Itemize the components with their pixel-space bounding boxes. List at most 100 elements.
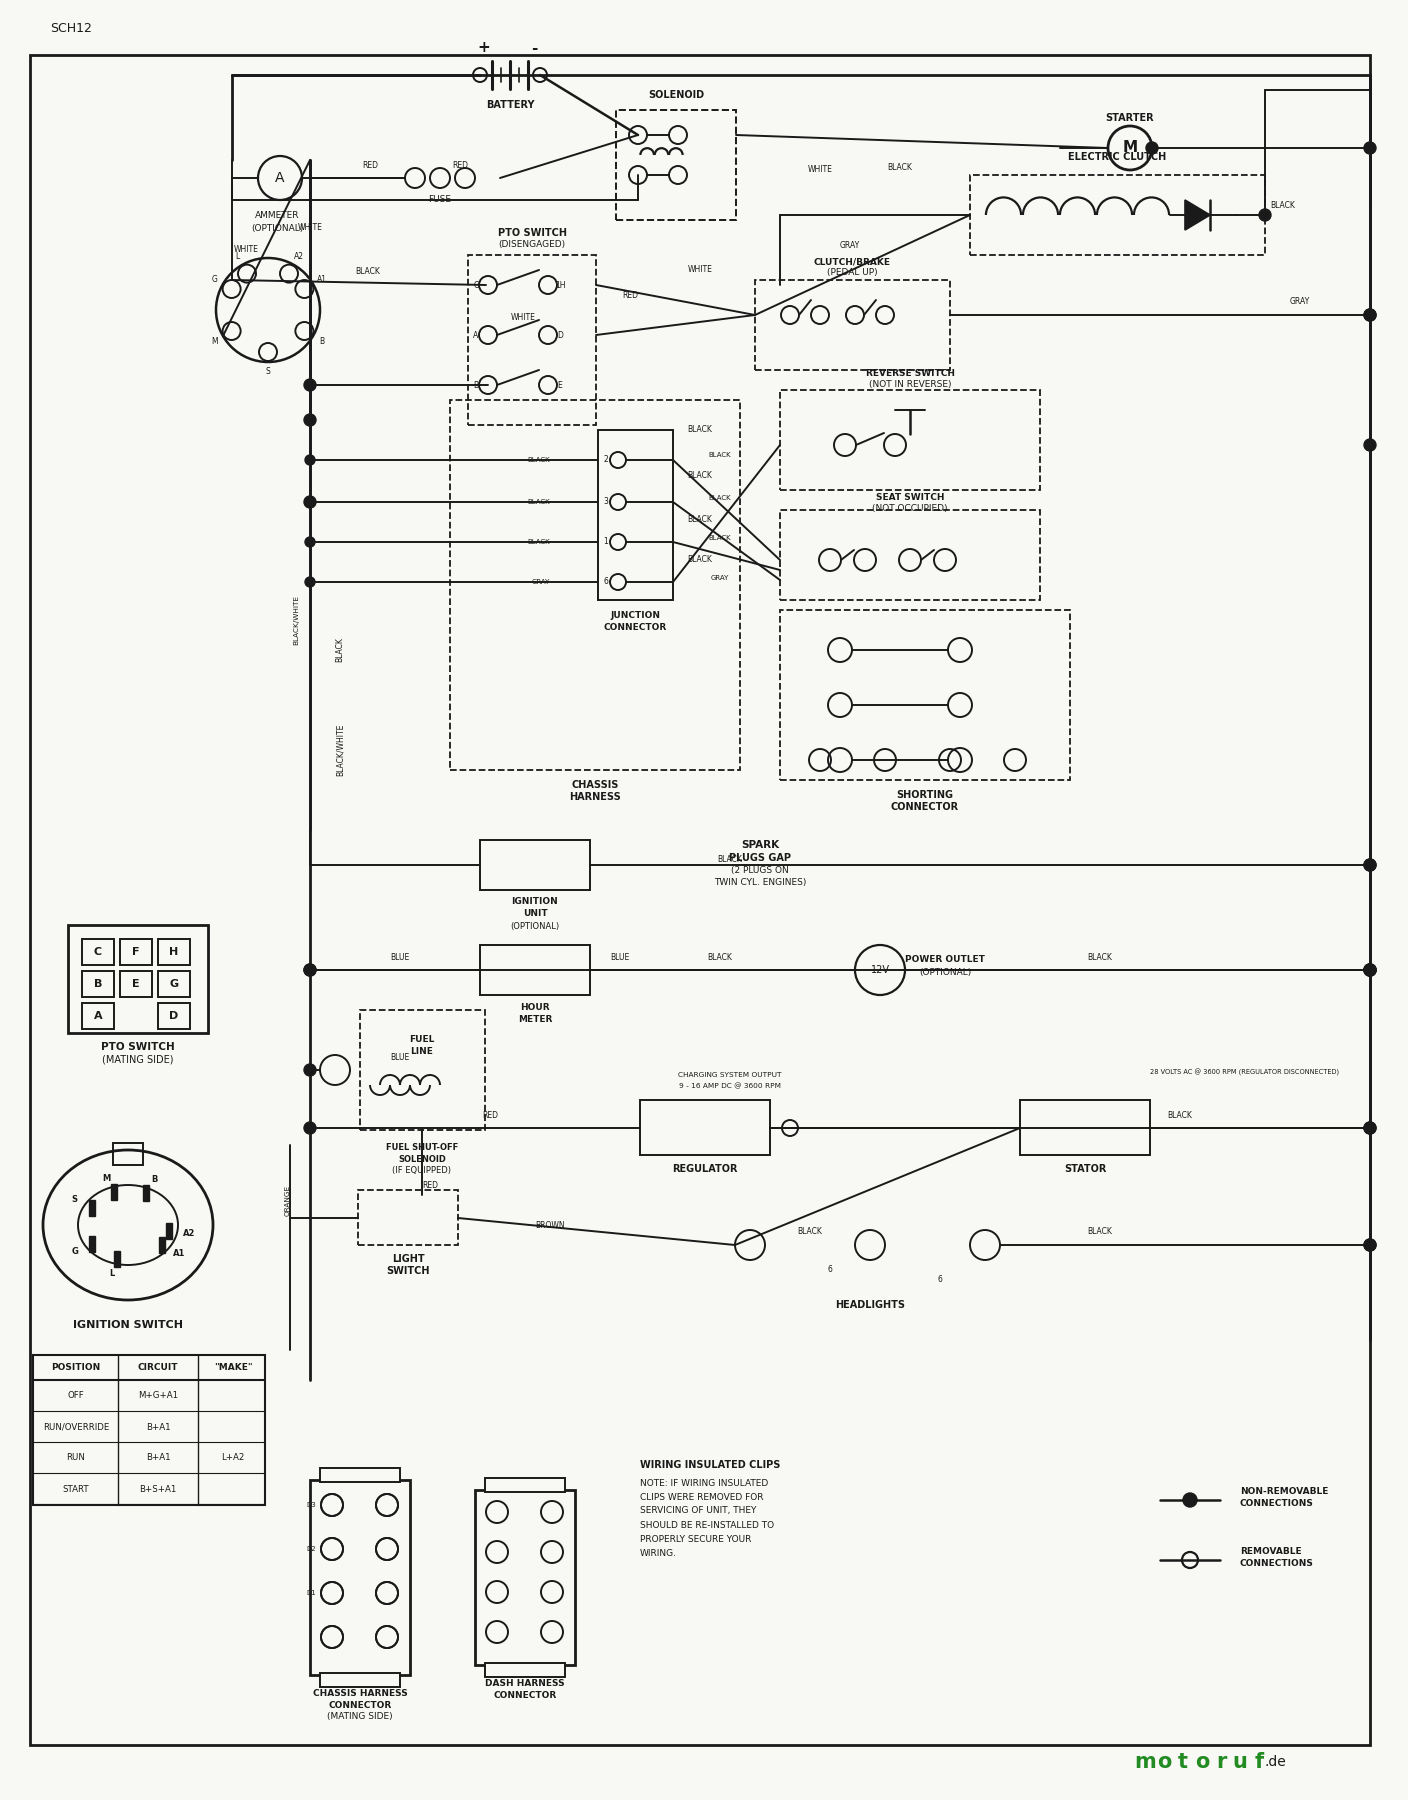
Bar — [467, 256, 596, 425]
Text: BLACK: BLACK — [708, 495, 731, 500]
Text: GRAY: GRAY — [1290, 297, 1309, 306]
Text: D3: D3 — [307, 1501, 315, 1508]
Text: UNIT: UNIT — [522, 909, 548, 918]
Text: A: A — [473, 331, 479, 340]
Text: REMOVABLE: REMOVABLE — [1240, 1548, 1301, 1557]
Text: FUSE: FUSE — [428, 196, 452, 205]
Text: M+G+A1: M+G+A1 — [138, 1391, 177, 1400]
Text: BLACK: BLACK — [708, 452, 731, 457]
Text: D: D — [169, 1012, 179, 1021]
Text: FUEL SHUT-OFF: FUEL SHUT-OFF — [386, 1143, 458, 1152]
Text: POSITION: POSITION — [51, 1364, 100, 1372]
Text: r: r — [1217, 1751, 1226, 1771]
Circle shape — [304, 414, 315, 427]
Text: NOTE: IF WIRING INSULATED: NOTE: IF WIRING INSULATED — [641, 1478, 769, 1487]
Text: BLACK/WHITE: BLACK/WHITE — [335, 724, 345, 776]
Text: IGNITION SWITCH: IGNITION SWITCH — [73, 1319, 183, 1330]
Circle shape — [1364, 859, 1376, 871]
Circle shape — [304, 1064, 315, 1076]
Text: L: L — [235, 252, 239, 261]
Text: CONNECTOR: CONNECTOR — [604, 623, 666, 632]
Text: CONNECTOR: CONNECTOR — [493, 1690, 556, 1699]
Text: DASH HARNESS: DASH HARNESS — [486, 1678, 565, 1688]
Text: ORANGE: ORANGE — [284, 1184, 291, 1215]
Text: WHITE: WHITE — [808, 166, 832, 175]
Text: RUN: RUN — [66, 1454, 86, 1462]
Bar — [82, 970, 114, 997]
Text: SWITCH: SWITCH — [386, 1265, 429, 1276]
Text: METER: METER — [518, 1015, 552, 1024]
Circle shape — [306, 578, 315, 587]
Text: (OPTIONAL): (OPTIONAL) — [251, 223, 303, 232]
Circle shape — [1146, 142, 1157, 155]
Text: POWER OUTLET: POWER OUTLET — [905, 956, 986, 965]
Text: STARTER: STARTER — [1105, 113, 1155, 122]
Text: CONNECTOR: CONNECTOR — [891, 803, 959, 812]
Circle shape — [306, 497, 315, 508]
Text: BLACK: BLACK — [687, 470, 712, 479]
Text: CLIPS WERE REMOVED FOR: CLIPS WERE REMOVED FOR — [641, 1492, 763, 1501]
Circle shape — [1364, 965, 1376, 976]
Text: WHITE: WHITE — [511, 313, 535, 322]
Polygon shape — [1186, 200, 1209, 230]
Text: M: M — [103, 1174, 111, 1183]
Bar — [360, 1010, 484, 1130]
Bar — [111, 1184, 117, 1201]
Text: CHARGING SYSTEM OUTPUT: CHARGING SYSTEM OUTPUT — [679, 1073, 781, 1078]
Circle shape — [1259, 209, 1271, 221]
Text: RED: RED — [482, 1111, 498, 1120]
Bar — [780, 391, 1041, 490]
Bar — [158, 1003, 190, 1030]
Bar — [480, 841, 590, 889]
Text: B: B — [151, 1175, 158, 1184]
Text: M: M — [1122, 140, 1138, 155]
Text: WHITE: WHITE — [687, 265, 712, 274]
Text: 6: 6 — [828, 1265, 832, 1274]
Text: BLACK: BLACK — [356, 268, 380, 277]
Ellipse shape — [77, 1184, 177, 1265]
Text: 6: 6 — [938, 1276, 942, 1285]
Text: A1: A1 — [173, 1249, 184, 1258]
Circle shape — [306, 536, 315, 547]
Text: (MATING SIDE): (MATING SIDE) — [103, 1055, 173, 1064]
Text: D2: D2 — [307, 1546, 315, 1552]
Text: C: C — [473, 281, 479, 290]
Text: CLUTCH/BRAKE: CLUTCH/BRAKE — [814, 257, 890, 266]
Text: RUN/OVERRIDE: RUN/OVERRIDE — [42, 1422, 110, 1431]
Bar — [113, 1143, 144, 1165]
Bar — [484, 1478, 565, 1492]
Text: PTO SWITCH: PTO SWITCH — [101, 1042, 175, 1051]
Bar — [82, 1003, 114, 1030]
Circle shape — [1364, 1238, 1376, 1251]
Text: LINE: LINE — [411, 1048, 434, 1057]
Text: B+A1: B+A1 — [145, 1422, 170, 1431]
Text: (OPTIONAL): (OPTIONAL) — [511, 922, 559, 932]
Text: PTO SWITCH: PTO SWITCH — [497, 229, 566, 238]
Bar — [320, 1469, 400, 1481]
Bar — [484, 1663, 565, 1678]
Text: S: S — [72, 1195, 77, 1204]
Text: D: D — [558, 331, 563, 340]
Text: 3: 3 — [604, 497, 608, 506]
Text: -: - — [531, 40, 538, 56]
Text: NON-REMOVABLE: NON-REMOVABLE — [1240, 1487, 1328, 1496]
Text: HEADLIGHTS: HEADLIGHTS — [835, 1300, 905, 1310]
Text: SHOULD BE RE-INSTALLED TO: SHOULD BE RE-INSTALLED TO — [641, 1521, 774, 1530]
Text: B+A1: B+A1 — [145, 1454, 170, 1462]
Text: B: B — [94, 979, 103, 988]
Text: BROWN: BROWN — [535, 1220, 565, 1229]
Text: (2 PLUGS ON: (2 PLUGS ON — [731, 866, 788, 875]
Text: BATTERY: BATTERY — [486, 101, 534, 110]
Text: BLACK/WHITE: BLACK/WHITE — [293, 596, 298, 644]
Text: +: + — [477, 40, 490, 56]
Text: SHORTING: SHORTING — [897, 790, 953, 799]
Text: SEAT SWITCH: SEAT SWITCH — [876, 493, 945, 502]
Text: (IF EQUIPPED): (IF EQUIPPED) — [393, 1166, 452, 1175]
Text: SPARK: SPARK — [741, 841, 779, 850]
Bar — [120, 970, 152, 997]
Text: .de: .de — [1264, 1755, 1286, 1769]
Bar — [158, 940, 190, 965]
Bar — [89, 1235, 96, 1251]
Bar — [755, 281, 950, 371]
Circle shape — [304, 497, 315, 508]
